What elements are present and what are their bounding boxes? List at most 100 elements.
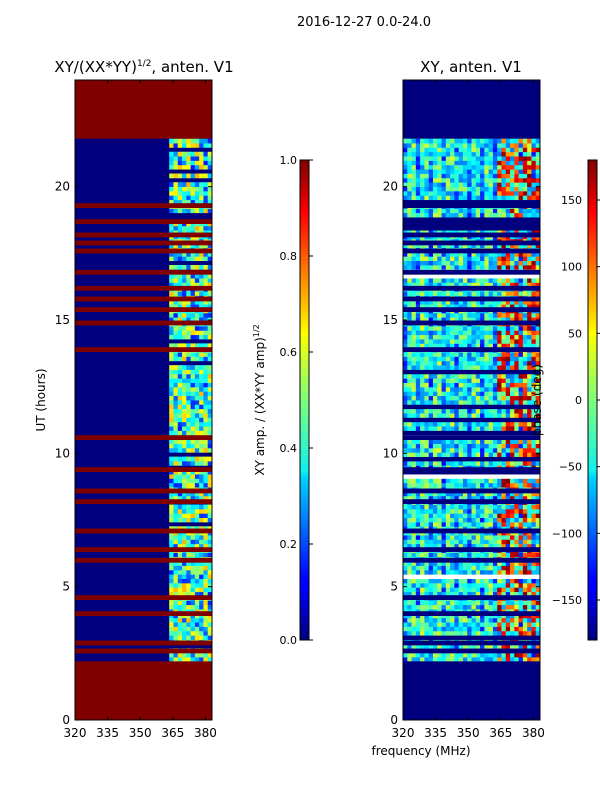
heatmap-cell — [177, 622, 183, 627]
heatmap-cell — [411, 339, 417, 344]
heatmap-cell — [467, 408, 472, 414]
heatmap-cell — [207, 469, 212, 475]
heatmap-cell — [527, 513, 532, 518]
heatmap-cell — [475, 565, 481, 571]
colorbar-tick-label: 50 — [568, 327, 582, 340]
heatmap-cell — [497, 138, 502, 144]
heatmap-cell — [437, 256, 442, 262]
heatmap-cell — [497, 517, 502, 523]
heatmap-cell — [488, 278, 494, 283]
heatmap-cell — [182, 622, 187, 627]
heatmap-cell — [190, 404, 196, 410]
heatmap-cell — [424, 513, 430, 518]
heatmap-cell — [462, 626, 468, 632]
heatmap-cell — [522, 373, 528, 379]
heatmap-cell — [207, 230, 212, 235]
heatmap-cell — [462, 421, 468, 427]
heatmap-cell — [420, 182, 425, 187]
heatmap-cell — [450, 360, 455, 366]
heatmap-gap-row — [403, 369, 540, 375]
heatmap-cell — [199, 334, 204, 340]
heatmap-cell — [527, 352, 532, 357]
heatmap-cell — [527, 400, 532, 405]
heatmap-cell — [462, 630, 468, 636]
heatmap-cell — [480, 626, 485, 632]
heatmap-cell — [505, 482, 511, 488]
heatmap-cell — [501, 256, 507, 262]
heatmap-cell — [169, 517, 174, 523]
heatmap-cell — [531, 173, 537, 179]
heatmap-cell — [182, 199, 187, 205]
heatmap-cell — [471, 208, 477, 214]
heatmap-cell — [484, 630, 490, 636]
heatmap-cell — [484, 382, 490, 388]
heatmap-cell — [471, 652, 477, 658]
heatmap-cell — [510, 447, 515, 453]
heatmap-cell — [428, 643, 434, 649]
heatmap-cell — [203, 156, 209, 161]
heatmap-cell — [428, 460, 434, 466]
heatmap-cell — [424, 256, 430, 262]
heatmap-cell — [484, 600, 490, 606]
heatmap-cell — [182, 256, 187, 262]
heatmap-cell — [535, 604, 540, 610]
heatmap-cell — [471, 334, 477, 340]
heatmap-cell — [501, 561, 507, 566]
heatmap-cell — [411, 622, 417, 627]
heatmap-cell — [450, 169, 455, 174]
heatmap-cell — [177, 190, 183, 196]
heatmap-cell — [454, 460, 460, 466]
heatmap-cell — [501, 173, 507, 179]
heatmap-cell — [510, 513, 515, 518]
heatmap-cell — [484, 360, 490, 366]
heatmap-cell — [527, 243, 532, 248]
heatmap-cell — [415, 439, 421, 444]
heatmap-cell — [177, 173, 183, 179]
heatmap-cell — [492, 325, 498, 331]
heatmap-cell — [467, 325, 472, 331]
heatmap-cell — [445, 513, 451, 518]
heatmap-cell — [437, 626, 442, 632]
heatmap-cell — [203, 278, 209, 283]
heatmap-cell — [407, 138, 412, 144]
heatmap-cell — [454, 408, 460, 414]
flagged-row — [403, 435, 540, 440]
heatmap-cell — [501, 156, 507, 161]
heatmap-cell — [407, 582, 412, 588]
heatmap-cell — [415, 600, 421, 606]
flagged-row — [403, 203, 540, 208]
heatmap-cell — [497, 508, 502, 514]
heatmap-cell — [497, 630, 502, 636]
heatmap-cell — [488, 517, 494, 523]
heatmap-cell — [169, 656, 174, 662]
heatmap-cell — [488, 260, 494, 266]
heatmap-cell — [437, 600, 442, 606]
heatmap-cell — [462, 164, 468, 170]
heatmap-cell — [186, 443, 191, 449]
heatmap-cell — [471, 177, 477, 183]
heatmap-cell — [207, 356, 212, 362]
heatmap-cell — [484, 243, 490, 248]
heatmap-cell — [484, 391, 490, 397]
heatmap-cell — [535, 304, 540, 309]
heatmap-cell — [535, 552, 540, 558]
heatmap-cell — [445, 230, 451, 235]
heatmap-cell — [441, 365, 447, 370]
heatmap-cell — [514, 630, 519, 636]
heatmap-cell — [182, 291, 187, 296]
heatmap-cell — [169, 635, 174, 640]
heatmap-cell — [492, 378, 498, 383]
heatmap-cell — [450, 482, 455, 488]
heatmap-cell — [445, 382, 451, 388]
heatmap-cell — [510, 439, 515, 444]
heatmap-cell — [177, 591, 183, 597]
heatmap-cell — [445, 452, 451, 458]
heatmap-cell — [522, 382, 528, 388]
heatmap-cell — [445, 543, 451, 549]
heatmap-cell — [518, 421, 524, 427]
heatmap-cell — [480, 378, 485, 383]
heatmap-cell — [194, 325, 200, 331]
heatmap-cell — [531, 151, 537, 157]
heatmap-cell — [492, 195, 498, 201]
heatmap-cell — [535, 591, 540, 597]
